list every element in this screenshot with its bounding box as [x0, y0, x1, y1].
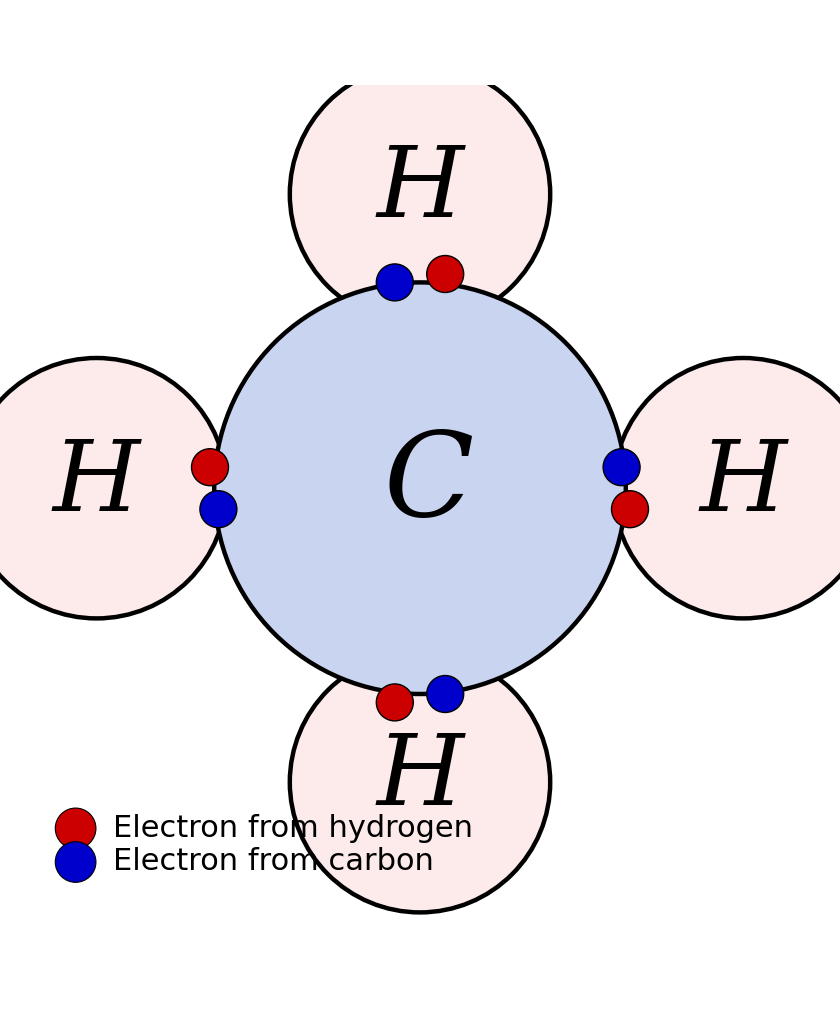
Circle shape [427, 256, 464, 293]
Circle shape [603, 448, 640, 486]
Circle shape [376, 684, 413, 721]
Text: H: H [700, 436, 787, 531]
Circle shape [214, 283, 626, 694]
Text: Electron from hydrogen: Electron from hydrogen [113, 814, 474, 843]
Circle shape [200, 491, 237, 527]
Text: H: H [376, 142, 464, 237]
Circle shape [427, 676, 464, 712]
Circle shape [55, 808, 96, 848]
Circle shape [376, 264, 413, 301]
Text: Electron from carbon: Electron from carbon [113, 847, 434, 877]
Circle shape [290, 652, 550, 912]
Text: H: H [53, 436, 140, 531]
Circle shape [192, 448, 228, 486]
Text: C: C [383, 426, 474, 541]
Circle shape [290, 64, 550, 324]
Circle shape [613, 358, 840, 618]
Circle shape [612, 491, 648, 527]
Circle shape [55, 841, 96, 883]
Circle shape [0, 358, 227, 618]
Text: H: H [376, 730, 464, 825]
